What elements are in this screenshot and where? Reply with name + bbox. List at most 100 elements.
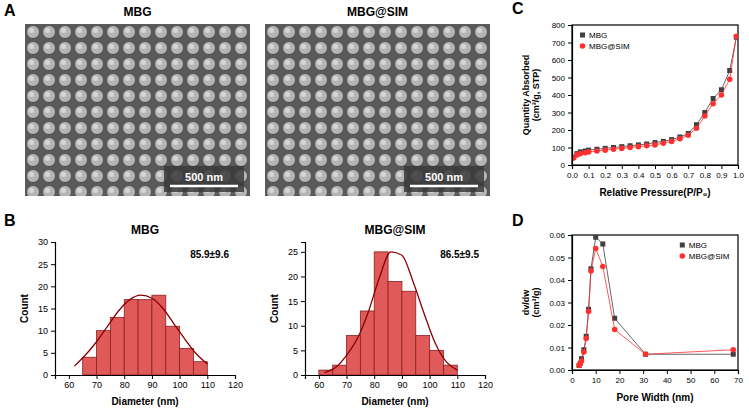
tick-mark [568, 113, 572, 114]
tick: 0 [570, 370, 575, 385]
tick: 10 [38, 326, 55, 336]
panel-label: D [512, 212, 524, 229]
y-axis: 0510152025 [288, 243, 306, 381]
tick-label: 0.04 [549, 276, 565, 285]
annotation: 85.9±9.6 [190, 249, 229, 260]
tick-label: 80 [370, 380, 380, 390]
tick-label: 0.5 [650, 171, 662, 180]
legend-label: MBG [689, 241, 707, 250]
tick-mark [568, 370, 572, 371]
tick-mark [301, 350, 305, 351]
tick-mark [568, 43, 572, 44]
tick: 90 [147, 375, 157, 390]
tick-mark [589, 165, 590, 169]
tick-mark [568, 258, 572, 259]
axis-line [306, 376, 486, 380]
tick-label: 20 [288, 272, 298, 282]
tick-mark [568, 78, 572, 79]
tick-label: 0.9 [716, 171, 728, 180]
point [652, 142, 658, 148]
plot-frame [572, 235, 738, 370]
y-axis: 0.000.010.020.030.040.050.06 [549, 231, 572, 375]
panel: MBG@SIM500 nm [265, 5, 490, 196]
data-marks [74, 295, 207, 375]
tick: 120 [478, 375, 493, 390]
tick: 70 [342, 375, 352, 390]
tick-label: 100 [552, 144, 566, 153]
tick-label: 25 [38, 260, 48, 270]
tick: 0.6 [667, 165, 679, 180]
tick-mark [568, 280, 572, 281]
panel-label: A [4, 2, 16, 19]
point [661, 140, 667, 146]
bar [110, 317, 124, 375]
tick: 1.0 [733, 165, 745, 180]
scale-bar-ground [164, 166, 244, 192]
axis-line [51, 243, 56, 376]
tick: 30 [639, 370, 648, 385]
legend-marker [580, 33, 585, 38]
tick-mark [69, 375, 70, 379]
tick-label: 30 [38, 237, 48, 247]
tick-label: 10 [288, 321, 298, 331]
tick-mark [568, 165, 572, 166]
legend: MBGMBG@SIM [580, 31, 630, 51]
y-axis-title: Count [19, 293, 30, 323]
point [600, 264, 606, 270]
tick-mark [485, 375, 486, 379]
bar [443, 365, 457, 375]
tick-label: 110 [201, 380, 215, 390]
tick-mark [207, 375, 208, 379]
legend-label: MBG@SIM [689, 252, 730, 261]
tick: 50 [687, 370, 696, 385]
fit-curve [74, 295, 207, 366]
x-axis-title: Diameter (nm) [111, 396, 178, 407]
x-axis: 0.00.10.20.30.40.50.60.70.80.91.0 [567, 165, 745, 180]
tick-label: 0 [293, 370, 298, 380]
panel-title: MBG@SIM [347, 5, 408, 19]
tick-label: 120 [478, 380, 493, 390]
tick-label: 60 [710, 376, 719, 385]
point [593, 246, 599, 252]
point [581, 349, 587, 355]
tick-mark [568, 95, 572, 96]
tick-mark [124, 375, 125, 379]
y-axis: 051015202530 [38, 237, 56, 380]
tick: 70 [92, 375, 102, 390]
tick: 0.0 [567, 165, 579, 180]
tick-mark [97, 375, 98, 379]
panel: 60708090100110120051015202530Diameter (n… [19, 223, 243, 407]
tick-label: 5 [43, 348, 48, 358]
tick-mark [638, 165, 639, 169]
point [734, 34, 738, 40]
point [588, 268, 594, 274]
tick: 0.7 [683, 165, 695, 180]
y-axis-title: dv/dw(cm³/g) [521, 288, 542, 318]
point [586, 149, 592, 155]
panel: 607080901001101200510152025Diameter (nm)… [269, 223, 493, 407]
bar [333, 365, 347, 375]
point [586, 309, 592, 315]
point [711, 96, 716, 101]
point [593, 235, 598, 240]
tick-label: 0 [561, 161, 566, 170]
tick: 0.02 [549, 321, 572, 330]
tick-label: 800 [552, 21, 566, 30]
bar [138, 300, 152, 375]
axis-line [573, 371, 739, 375]
bar [97, 331, 111, 375]
tick: 100 [423, 375, 438, 390]
scale-bar-label: 500 nm [185, 171, 223, 183]
tick: 60 [64, 375, 74, 390]
axis-line [568, 26, 573, 166]
panel-title: MBG [131, 223, 159, 237]
tick: 0 [43, 370, 55, 380]
series-line [579, 237, 733, 365]
x-axis-title: Pore Width (nm) [616, 392, 693, 403]
tick-label: 5 [293, 346, 298, 356]
bar [193, 362, 207, 375]
tick-mark [235, 375, 236, 379]
tick-mark [51, 309, 55, 310]
tick-label: 0.05 [549, 254, 565, 263]
legend-marker [580, 43, 586, 49]
